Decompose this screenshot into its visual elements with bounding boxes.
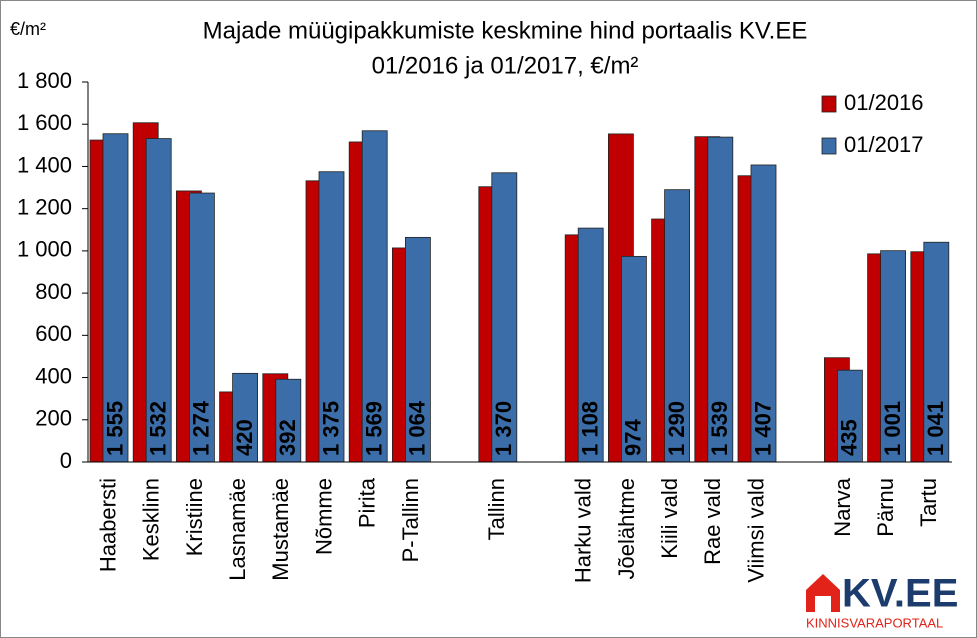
y-tick-label: 1 000 [17,237,72,262]
bar [750,164,777,463]
value-label: 1 569 [362,401,387,456]
y-tick-label: 1 400 [17,152,72,177]
legend-swatch [821,95,837,113]
y-tick-label: 1 600 [17,110,72,135]
x-tick-label: Pirita [355,477,380,528]
bar [275,378,302,463]
y-tick-label: 1 200 [17,194,72,219]
value-label: 1 064 [405,400,430,456]
value-label: 1 290 [664,401,689,456]
chart-subtitle: 01/2016 ja 01/2017, €/m² [372,52,639,79]
bar [880,250,906,463]
value-label: 1 532 [146,401,171,456]
value-label: 1 407 [750,401,775,456]
y-tick-label: 0 [60,448,72,473]
legend-label: 01/2017 [844,132,924,157]
bar [577,227,604,463]
value-label: 1 108 [578,401,603,456]
y-tick-label: 600 [35,321,72,346]
x-tick-label: Tartu [916,478,941,527]
x-tick-label: Tallinn [484,478,509,540]
bar [621,255,647,463]
y-tick-label: 1 800 [17,68,72,93]
bar [404,236,431,463]
y-tick-label: 200 [35,406,72,431]
x-tick-label: Mustamäe [268,478,293,581]
x-tick-label: Kiili vald [657,478,682,559]
x-tick-label: Haabersti [95,478,120,572]
x-tick-label: Kesklinn [139,478,164,561]
logo-door [815,596,831,612]
bar [145,138,172,463]
bar [491,172,518,463]
bar [664,189,690,463]
bar [361,130,388,463]
y-axis-label: €/m² [10,19,46,39]
chart-title: Majade müügipakkumiste keskmine hind por… [203,17,808,44]
bar [188,192,215,463]
logo-name: KV.EE [842,572,958,616]
bar [318,171,345,463]
x-tick-label: Jõelähtme [614,478,639,580]
bar [707,136,734,463]
value-label: 1 539 [707,401,732,456]
value-label: 420 [232,419,257,456]
value-label: 435 [837,419,862,456]
x-tick-label: Narva [830,477,855,536]
value-label: 974 [621,419,646,456]
legend-label: 01/2016 [844,90,924,115]
logo: KV.EE KINNISVARAPORTAAL [806,572,958,630]
logo-tagline: KINNISVARAPORTAAL [806,615,943,630]
x-tick-label: Lasnamäe [225,478,250,581]
x-tick-label: Harku vald [571,478,596,583]
x-tick-label: Rae vald [700,478,725,565]
value-label: 1 001 [880,401,905,456]
x-tick-label: Nõmme [311,478,336,555]
x-tick-label: Pärnu [873,478,898,537]
value-label: 1 274 [189,400,214,456]
value-label: 392 [275,419,300,456]
legend-swatch [821,137,837,155]
x-tick-label: P-Tallinn [398,478,423,562]
y-tick-label: 400 [35,363,72,388]
value-label: 1 375 [318,401,343,456]
value-label: 1 370 [491,401,516,456]
logo-house [806,574,840,612]
x-tick-label: Kristiine [182,478,207,556]
y-tick-label: 800 [35,279,72,304]
value-label: 1 555 [102,401,127,456]
value-label: 1 041 [923,401,948,456]
x-tick-label: Viimsi vald [743,478,768,583]
